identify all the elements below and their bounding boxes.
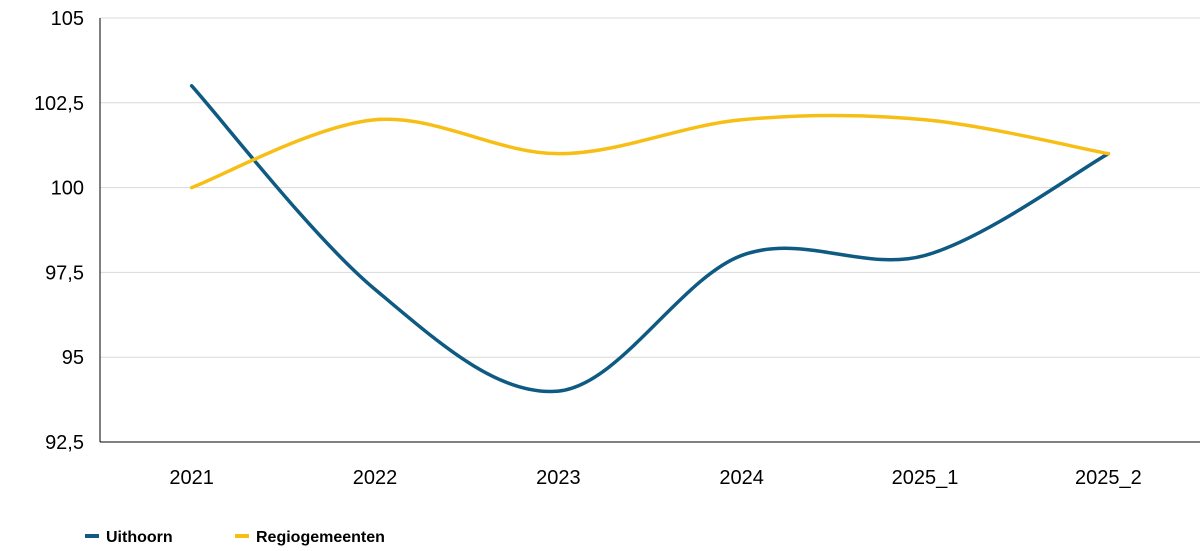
y-tick-label: 95	[62, 347, 84, 369]
gridlines	[100, 17, 1200, 358]
data-point	[556, 389, 560, 393]
data-point	[190, 84, 194, 88]
axes	[99, 18, 1200, 443]
y-tick-label: 100	[51, 178, 84, 200]
x-tick-label: 2022	[353, 467, 398, 489]
data-point	[923, 118, 927, 122]
y-tick-label: 97,5	[45, 262, 84, 284]
x-tick-labels: 2021 2022 2023 2024 2025_1 2025_2	[169, 467, 1141, 489]
data-point	[740, 253, 744, 257]
x-tick-label: 2024	[719, 467, 764, 489]
x-tick-label: 2023	[536, 467, 581, 489]
legend: Uithoorn Regiogemeenten	[85, 529, 385, 546]
data-point	[923, 253, 927, 257]
data-point	[373, 118, 377, 122]
series-line-regiogemeenten	[189, 113, 1111, 190]
data-point	[190, 186, 194, 190]
y-tick-label: 105	[51, 8, 84, 30]
data-point	[740, 118, 744, 122]
y-tick-label: 92,5	[45, 432, 84, 454]
data-point	[1106, 152, 1110, 156]
series-lines	[189, 84, 1111, 394]
data-point	[556, 152, 560, 156]
x-tick-label: 2025_1	[892, 467, 959, 489]
legend-label: Uithoorn	[106, 529, 173, 546]
x-tick-label: 2021	[169, 467, 214, 489]
y-tick-label: 102,5	[34, 93, 84, 115]
x-tick-label: 2025_2	[1075, 467, 1142, 489]
series-line-uithoorn	[189, 84, 1111, 394]
legend-label: Regiogemeenten	[256, 529, 385, 546]
y-tick-labels: 92,5 95 97,5 100 102,5 105	[34, 8, 84, 454]
data-point	[373, 287, 377, 291]
